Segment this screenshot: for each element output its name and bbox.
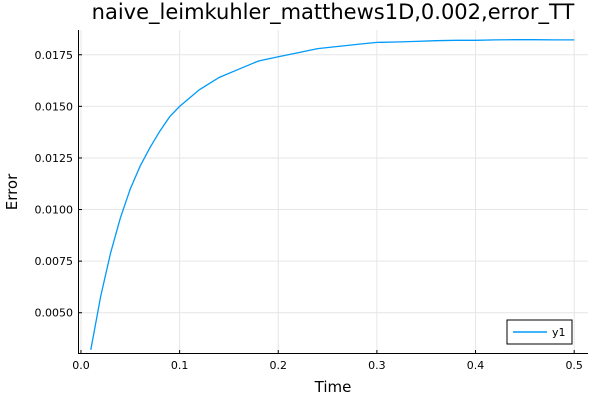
x-tick-label: 0.5: [565, 359, 583, 372]
y-tick-label: 0.0175: [35, 49, 74, 62]
y-tick-label: 0.0050: [35, 307, 74, 320]
series-layer: [90, 39, 575, 351]
legend-label-y1: y1: [552, 326, 566, 339]
y-tick-label: 0.0100: [35, 204, 74, 217]
x-tick-label: 0.3: [368, 359, 386, 372]
x-tick-label: 0.2: [270, 359, 288, 372]
y-axis-label: Error: [3, 173, 21, 210]
axes: [78, 30, 588, 354]
grid: [78, 30, 588, 354]
x-axis-label: Time: [314, 378, 352, 396]
legend: y1: [506, 319, 573, 345]
x-tick-label: 0.4: [467, 359, 485, 372]
x-ticks: 0.0 0.1 0.2 0.3 0.4 0.5: [72, 350, 583, 372]
chart-title: naive_leimkuhler_matthews1D,0.002,error_…: [92, 0, 575, 25]
y-tick-label: 0.0075: [35, 255, 74, 268]
x-tick-label: 0.0: [72, 359, 90, 372]
series-line-y1: [90, 39, 575, 351]
y-tick-label: 0.0125: [35, 152, 74, 165]
y-ticks: 0.0050 0.0075 0.0100 0.0125 0.0150 0.0175: [35, 49, 82, 320]
y-tick-label: 0.0150: [35, 100, 74, 113]
x-tick-label: 0.1: [171, 359, 189, 372]
